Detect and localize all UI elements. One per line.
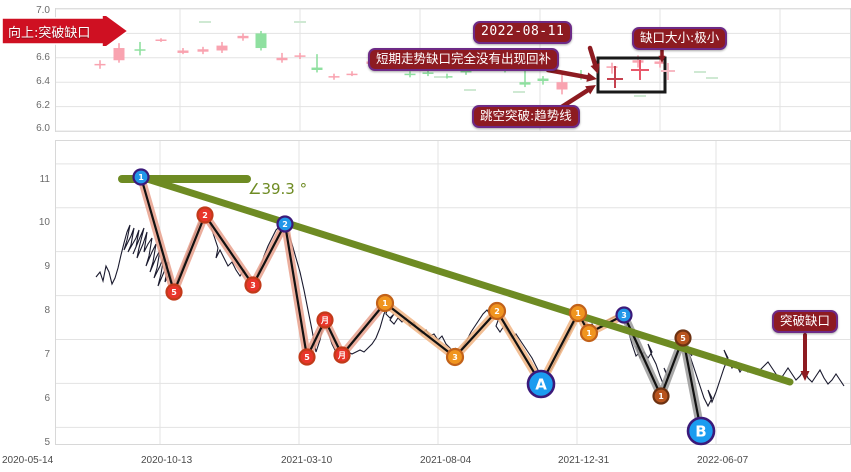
top-ytick-6.6: 6.6: [36, 52, 50, 63]
wave-marker[interactable]: 3: [244, 276, 262, 294]
candle: [346, 71, 358, 77]
svg-text:2: 2: [202, 211, 208, 220]
svg-text:月: 月: [320, 316, 329, 325]
candle: [404, 71, 416, 78]
wave-marker[interactable]: 月: [333, 346, 351, 364]
candle: [276, 52, 288, 63]
candle: [197, 46, 209, 55]
svg-text:1: 1: [575, 309, 581, 318]
svg-text:5: 5: [304, 353, 310, 362]
wave-marker[interactable]: 1: [568, 303, 588, 323]
candle: [328, 73, 340, 80]
candle: [134, 41, 146, 56]
svg-text:1: 1: [658, 392, 664, 401]
gap-size-note-callout: 缺口大小:极小: [632, 27, 728, 50]
candle: [537, 76, 549, 85]
main-ytick-5: 5: [44, 437, 50, 448]
svg-text:3: 3: [621, 311, 627, 320]
svg-text:A: A: [535, 376, 547, 394]
gap-highlight-box: [596, 56, 667, 94]
svg-text:B: B: [695, 423, 706, 441]
no-fill-note-callout: 短期走势缺口完全没有出现回补: [368, 48, 560, 71]
candle: [216, 41, 228, 53]
candle: [311, 54, 323, 73]
candle: [606, 62, 618, 74]
wave-marker[interactable]: 2: [196, 206, 214, 224]
top-ytick-6.4: 6.4: [36, 76, 50, 87]
top-ytick-6.0: 6.0: [36, 123, 50, 134]
top-ytick-7.0: 7.0: [36, 5, 50, 16]
wave-marker[interactable]: 5: [298, 348, 316, 366]
candle: [155, 38, 167, 42]
main-ytick-8: 8: [44, 305, 50, 316]
main-ytick-6: 6: [44, 393, 50, 404]
wave-marker[interactable]: 月: [316, 311, 334, 329]
candle: [294, 52, 306, 60]
xtick-5: 2022-06-07: [697, 455, 749, 466]
xtick-2: 2021-03-10: [281, 455, 333, 466]
main-ytick-7: 7: [44, 349, 50, 360]
candle: [237, 33, 249, 41]
svg-text:2: 2: [282, 220, 288, 229]
wave-marker[interactable]: 2: [487, 301, 507, 321]
wave-marker[interactable]: 1: [579, 323, 599, 343]
wave-marker[interactable]: 2: [276, 215, 294, 233]
wave-marker[interactable]: 1: [375, 293, 395, 313]
svg-text:1: 1: [586, 329, 592, 338]
main-ytick-11: 11: [39, 174, 50, 185]
wave-marker[interactable]: 3: [445, 347, 465, 367]
xtick-0: 2020-05-14: [2, 455, 54, 466]
candle: [422, 70, 434, 77]
xtick-4: 2021-12-31: [558, 455, 610, 466]
main-ytick-10: 10: [38, 217, 50, 228]
wave-marker[interactable]: 1: [652, 387, 670, 405]
wave-marker[interactable]: 5: [674, 329, 692, 347]
wave-marker[interactable]: 1: [132, 168, 150, 186]
wave-marker[interactable]: 3: [615, 306, 633, 324]
xtick-3: 2021-08-04: [420, 455, 472, 466]
svg-text:1: 1: [138, 173, 144, 182]
up-breakout-gap-label: 向上:突破缺口: [8, 26, 91, 41]
wave-marker[interactable]: 5: [165, 283, 183, 301]
svg-text:3: 3: [452, 353, 458, 362]
top-ytick-6.2: 6.2: [36, 100, 50, 111]
zigzag-wave: [139, 176, 703, 432]
svg-text:5: 5: [171, 288, 177, 297]
gap-date-callout: 2022-08-11: [473, 21, 573, 44]
candle: [441, 73, 453, 79]
main-ytick-9: 9: [44, 261, 50, 272]
wave-marker[interactable]: A: [526, 369, 556, 399]
candle: [255, 30, 267, 51]
up-breakout-gap-banner: 向上:突破缺口: [2, 16, 128, 46]
candle: [556, 74, 568, 95]
xtick-1: 2020-10-13: [141, 455, 193, 466]
svg-text:5: 5: [680, 334, 686, 343]
wave-marker[interactable]: B: [686, 416, 716, 446]
gap-breakout-note-callout: 跳空突破:趋势线: [472, 105, 580, 128]
candle: [113, 43, 125, 63]
svg-text:1: 1: [382, 299, 388, 308]
candle: [94, 60, 106, 69]
downtrend-line: [137, 173, 794, 386]
candle: [177, 48, 189, 55]
trendline-angle-label: ∠39.3 °: [248, 180, 308, 198]
price-line: [95, 213, 845, 408]
breakout-gap-callout: 突破缺口: [772, 310, 839, 333]
svg-text:3: 3: [250, 281, 256, 290]
svg-text:2: 2: [494, 307, 500, 316]
svg-text:月: 月: [337, 351, 346, 360]
